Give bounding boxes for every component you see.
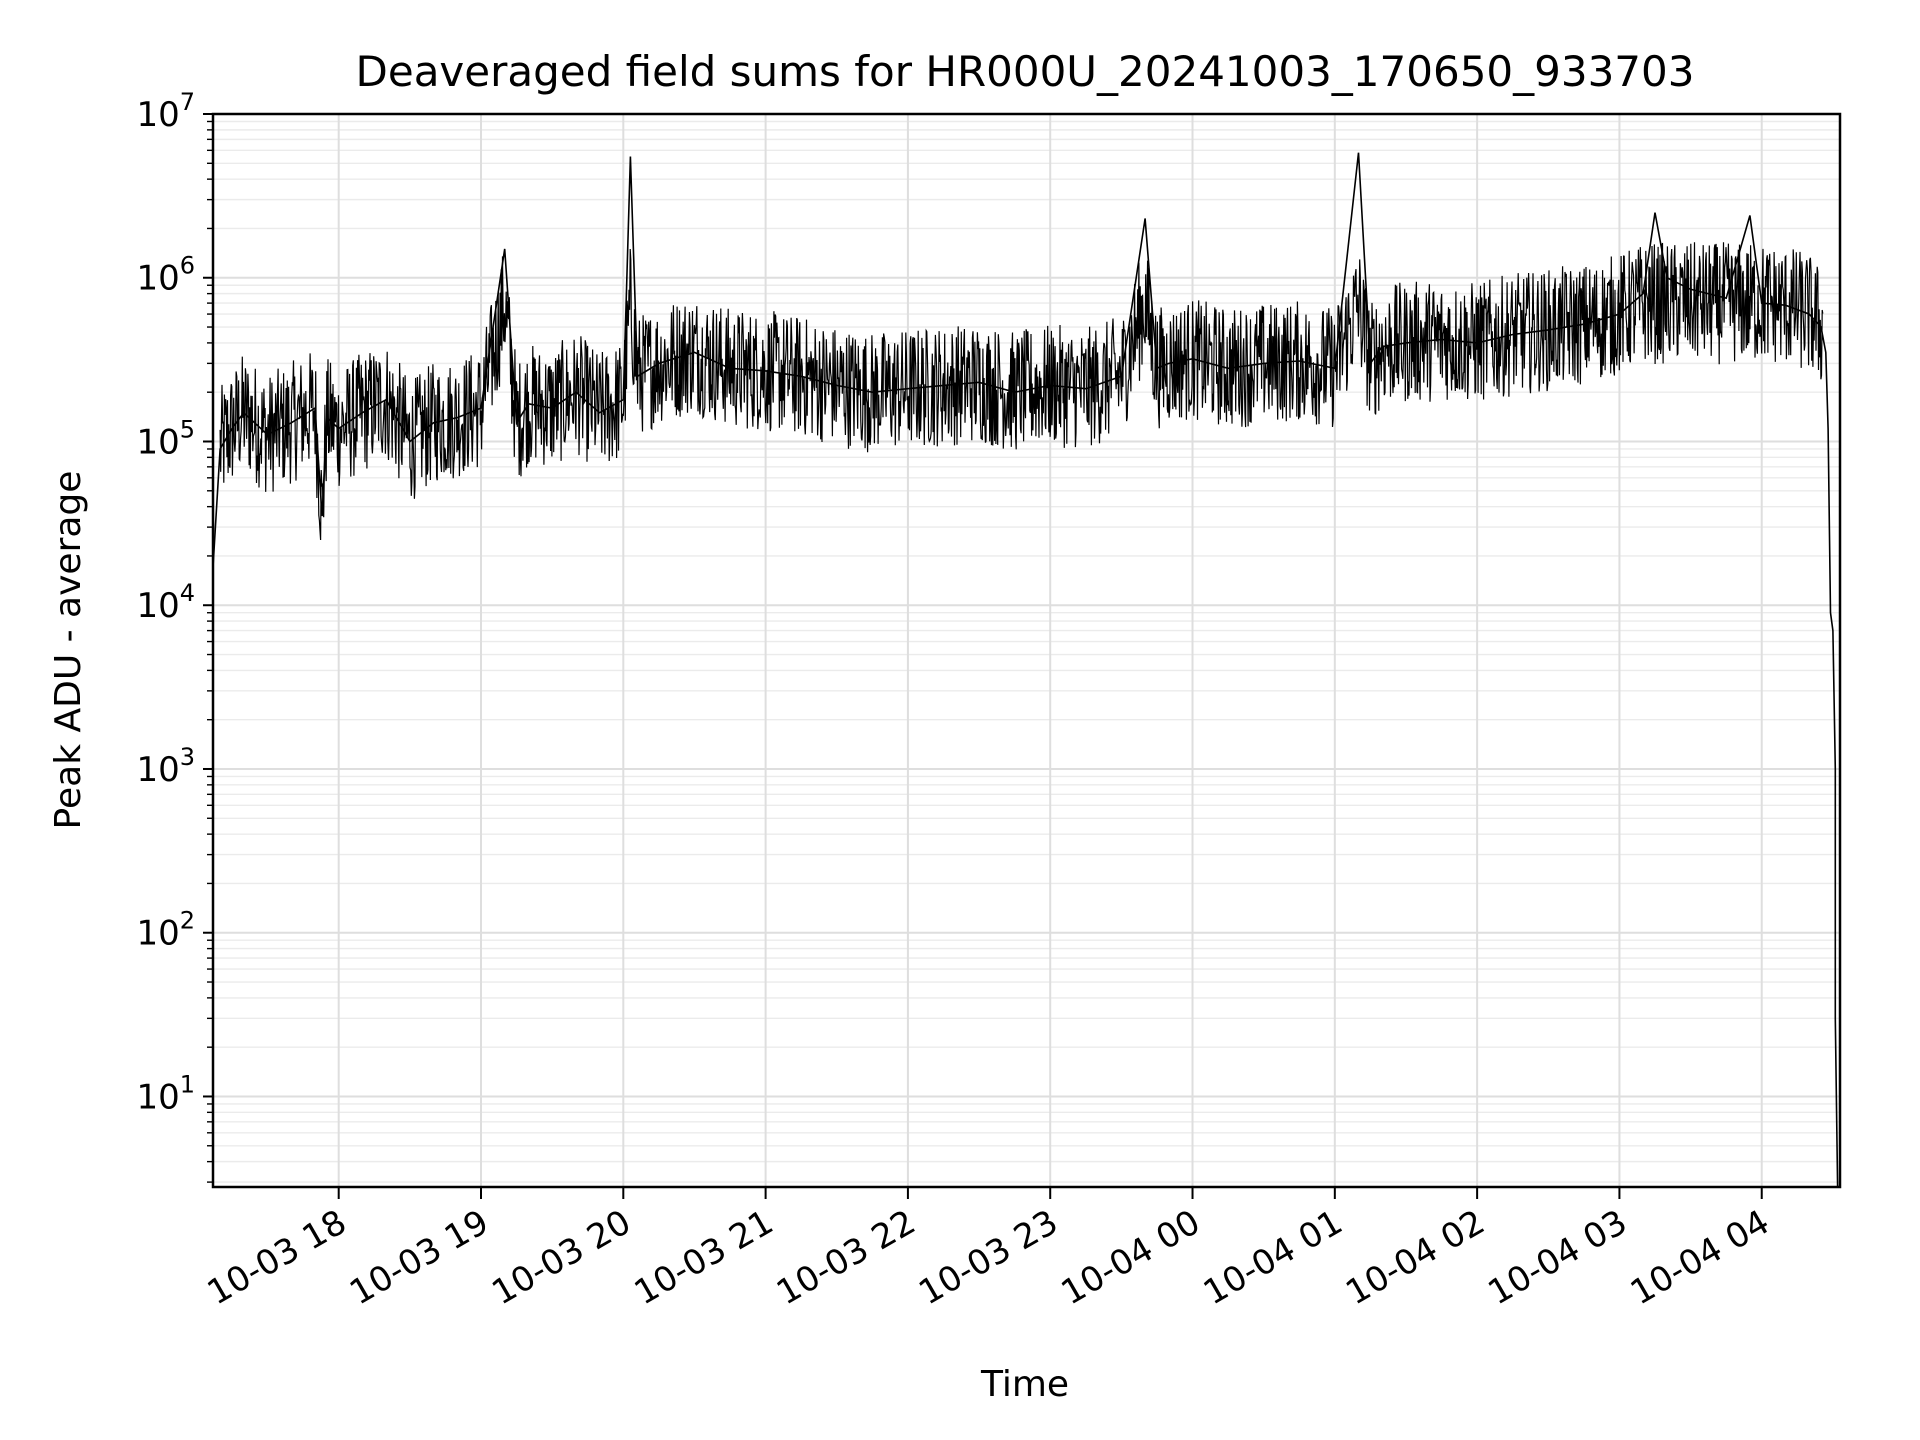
- y-tick-exponent: 7: [180, 88, 195, 116]
- y-tick-label: 102: [136, 907, 195, 954]
- y-tick-label: 107: [136, 88, 195, 135]
- y-tick-exponent: 5: [180, 415, 195, 443]
- y-tick-base: 10: [136, 422, 179, 462]
- data-line-texture: [219, 242, 1824, 541]
- y-tick-label: 104: [136, 579, 195, 626]
- x-axis-label: Time: [980, 1364, 1069, 1405]
- y-tick-label: 106: [136, 252, 195, 299]
- y-tick-base: 10: [136, 586, 179, 626]
- y-tick-base: 10: [136, 750, 179, 790]
- y-tick-base: 10: [136, 95, 179, 135]
- y-tick-exponent: 1: [180, 1070, 195, 1098]
- y-axis-label: Peak ADU - average: [48, 471, 89, 830]
- chart-title: Deaveraged field sums for HR000U_2024100…: [356, 47, 1695, 96]
- y-tick-exponent: 6: [180, 252, 195, 280]
- grid: [213, 113, 1840, 1187]
- series-line-texture: [219, 242, 1824, 541]
- y-tick-exponent: 3: [180, 743, 195, 771]
- plot-frame: [211, 112, 1842, 1189]
- y-tick-exponent: 2: [180, 907, 195, 935]
- y-tick-label: 103: [136, 743, 195, 790]
- y-tick-base: 10: [136, 259, 179, 299]
- series-line: [212, 152, 1839, 1188]
- y-tick-exponent: 4: [180, 579, 195, 607]
- y-tick-base: 10: [136, 914, 179, 954]
- y-tick-label: 101: [136, 1070, 195, 1117]
- y-tick-label: 105: [136, 415, 195, 462]
- y-tick-base: 10: [136, 1077, 179, 1117]
